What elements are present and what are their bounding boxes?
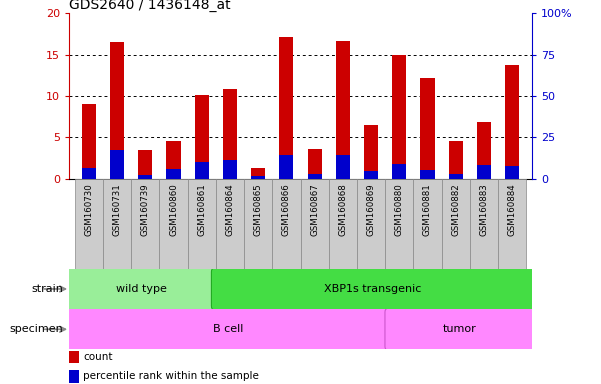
Text: GSM160884: GSM160884 — [508, 183, 517, 236]
Bar — [244, 179, 272, 269]
Bar — [195, 162, 209, 179]
Bar — [75, 179, 103, 269]
Bar — [448, 174, 463, 179]
Bar — [279, 156, 293, 179]
Text: GSM160866: GSM160866 — [282, 183, 291, 236]
Bar — [477, 122, 491, 179]
Bar — [421, 170, 435, 179]
Bar — [385, 179, 413, 269]
Text: specimen: specimen — [10, 324, 63, 334]
Bar — [336, 41, 350, 179]
Bar — [413, 179, 442, 269]
Text: GSM160861: GSM160861 — [197, 183, 206, 236]
Bar — [159, 179, 188, 269]
Text: strain: strain — [31, 284, 63, 294]
Bar — [251, 168, 265, 179]
Bar — [421, 78, 435, 179]
Text: count: count — [83, 352, 112, 362]
Bar — [223, 161, 237, 179]
Text: GSM160883: GSM160883 — [480, 183, 489, 236]
Text: wild type: wild type — [116, 284, 167, 294]
Text: GSM160865: GSM160865 — [254, 183, 263, 236]
Bar — [448, 141, 463, 179]
Bar — [166, 169, 180, 179]
Text: GSM160739: GSM160739 — [141, 183, 150, 236]
Bar — [110, 151, 124, 179]
Bar — [357, 179, 385, 269]
Text: GSM160868: GSM160868 — [338, 183, 347, 236]
Text: tumor: tumor — [443, 324, 477, 334]
Bar — [103, 179, 131, 269]
Text: GSM160864: GSM160864 — [225, 183, 234, 236]
Bar — [279, 37, 293, 179]
Bar — [166, 141, 180, 179]
Text: GSM160730: GSM160730 — [84, 183, 93, 236]
Bar — [364, 125, 378, 179]
FancyBboxPatch shape — [67, 268, 216, 310]
FancyBboxPatch shape — [385, 308, 534, 350]
Bar — [364, 171, 378, 179]
FancyBboxPatch shape — [67, 308, 389, 350]
Text: GSM160869: GSM160869 — [367, 183, 376, 236]
Text: GSM160880: GSM160880 — [395, 183, 404, 236]
Bar — [82, 104, 96, 179]
Bar — [308, 149, 322, 179]
Bar — [131, 179, 159, 269]
Bar — [442, 179, 470, 269]
Bar — [308, 174, 322, 179]
Bar — [82, 168, 96, 179]
Bar — [195, 95, 209, 179]
Bar — [336, 156, 350, 179]
Bar — [251, 176, 265, 179]
Bar — [505, 65, 519, 179]
Text: GSM160731: GSM160731 — [112, 183, 121, 236]
Text: B cell: B cell — [213, 324, 243, 334]
Bar — [138, 151, 153, 179]
Bar — [498, 179, 526, 269]
Text: percentile rank within the sample: percentile rank within the sample — [83, 371, 259, 381]
Bar — [272, 179, 300, 269]
Bar — [470, 179, 498, 269]
Bar — [505, 166, 519, 179]
Text: GSM160860: GSM160860 — [169, 183, 178, 236]
Bar — [329, 179, 357, 269]
Bar — [138, 175, 153, 179]
Text: GSM160881: GSM160881 — [423, 183, 432, 236]
Bar — [188, 179, 216, 269]
Text: GSM160867: GSM160867 — [310, 183, 319, 236]
Text: GDS2640 / 1436148_at: GDS2640 / 1436148_at — [69, 0, 231, 12]
FancyBboxPatch shape — [212, 268, 534, 310]
Bar — [216, 179, 244, 269]
Bar — [69, 351, 79, 363]
Bar — [110, 42, 124, 179]
Bar — [392, 55, 406, 179]
Bar — [477, 166, 491, 179]
Bar — [223, 89, 237, 179]
Bar — [392, 164, 406, 179]
Bar — [300, 179, 329, 269]
Text: GSM160882: GSM160882 — [451, 183, 460, 236]
Bar — [69, 370, 79, 382]
Text: XBP1s transgenic: XBP1s transgenic — [324, 284, 421, 294]
